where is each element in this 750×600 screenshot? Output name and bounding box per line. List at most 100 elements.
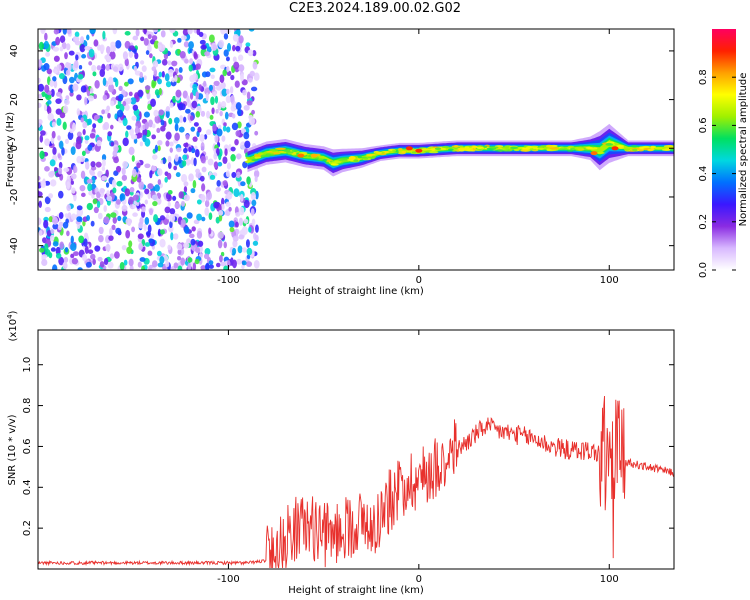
x-tick-label: 0 — [416, 275, 422, 286]
noise-dot — [217, 124, 222, 130]
noise-dot — [189, 115, 194, 121]
noise-dot — [74, 59, 79, 69]
noise-dot — [106, 55, 112, 62]
noise-dot — [185, 134, 190, 140]
noise-dot — [233, 188, 240, 198]
noise-dot — [44, 206, 51, 213]
noise-dot — [148, 238, 154, 243]
noise-dot — [59, 35, 66, 43]
noise-dot — [205, 92, 209, 102]
ridge-speck — [605, 143, 614, 146]
noise-dot — [252, 50, 257, 57]
noise-dot — [143, 37, 149, 46]
noise-dot — [235, 212, 241, 217]
noise-dot — [106, 199, 111, 206]
noise-dot — [140, 36, 145, 42]
noise-dot — [112, 216, 118, 224]
noise-dot — [70, 213, 77, 221]
noise-dot — [238, 64, 245, 72]
ridge-speck — [353, 159, 359, 162]
noise-dot — [89, 132, 96, 139]
noise-dot — [124, 58, 129, 67]
noise-dot — [129, 187, 135, 193]
noise-dot — [211, 107, 215, 115]
noise-dot — [189, 58, 194, 65]
noise-dot — [218, 39, 225, 48]
noise-dot — [204, 248, 211, 256]
noise-dot — [232, 235, 239, 242]
noise-dot — [54, 166, 58, 172]
noise-dot — [169, 147, 173, 153]
noise-dot — [115, 40, 122, 49]
noise-dot — [208, 227, 212, 235]
noise-dot — [205, 71, 211, 78]
noise-dot — [197, 240, 204, 247]
noise-dot — [196, 213, 202, 221]
noise-dot — [167, 69, 174, 77]
ridge-speck — [451, 145, 460, 148]
noise-dot — [188, 41, 194, 50]
noise-dot — [131, 226, 136, 233]
noise-dot — [207, 158, 214, 166]
noise-dot — [183, 181, 189, 187]
noise-dot — [242, 161, 248, 169]
noise-dot — [152, 154, 158, 160]
noise-dot — [144, 121, 149, 130]
noise-dot — [80, 117, 85, 123]
ridge-speck — [663, 145, 674, 148]
noise-dot — [148, 119, 153, 128]
y-tick-label: 0.4 — [22, 479, 33, 495]
noise-dot — [188, 64, 193, 72]
noise-dot — [44, 196, 51, 205]
noise-dot — [96, 140, 102, 147]
ridge-speck — [490, 146, 499, 149]
noise-dot — [145, 50, 150, 55]
x-tick-label: 100 — [600, 275, 619, 286]
noise-dot — [145, 230, 151, 237]
noise-dot — [71, 187, 76, 194]
noise-dot — [252, 61, 258, 70]
noise-dot — [195, 63, 201, 70]
ridge-speck — [669, 149, 674, 152]
noise-dot — [203, 80, 207, 87]
noise-dot — [84, 245, 89, 254]
noise-dot — [136, 177, 142, 183]
noise-dot — [139, 257, 146, 262]
noise-dot — [190, 147, 196, 154]
noise-dot — [169, 141, 174, 147]
noise-dot — [44, 243, 49, 251]
noise-dot — [122, 100, 127, 107]
noise-dot — [98, 226, 104, 235]
noise-dot — [212, 91, 217, 98]
noise-dot — [176, 243, 183, 251]
noise-dot — [169, 220, 173, 229]
noise-dot — [182, 29, 189, 36]
ridge-speck — [269, 148, 279, 152]
noise-dot — [223, 264, 229, 270]
noise-dot — [51, 121, 56, 128]
noise-dot — [177, 265, 183, 270]
noise-dot — [58, 161, 63, 169]
colorbar-tick-label: 0.4 — [698, 166, 709, 182]
noise-dot — [109, 253, 115, 260]
noise-dot — [46, 230, 52, 237]
noise-dot — [69, 128, 74, 134]
noise-dot — [194, 258, 200, 265]
noise-dot — [236, 153, 242, 160]
noise-dot — [151, 66, 157, 72]
ridge-speck — [244, 160, 251, 163]
noise-dot — [228, 206, 232, 212]
noise-dot — [141, 206, 146, 213]
noise-dot — [217, 239, 223, 249]
noise-dot — [61, 42, 67, 50]
noise-dot — [159, 238, 166, 248]
noise-dot — [222, 125, 227, 132]
ridge-speck — [476, 146, 483, 150]
noise-dot — [139, 217, 144, 225]
ridge-speck — [421, 148, 429, 151]
noise-dot — [167, 189, 173, 195]
noise-dot — [87, 118, 92, 125]
noise-dot — [244, 140, 251, 149]
noise-dot — [230, 154, 236, 162]
noise-dot — [144, 242, 151, 247]
